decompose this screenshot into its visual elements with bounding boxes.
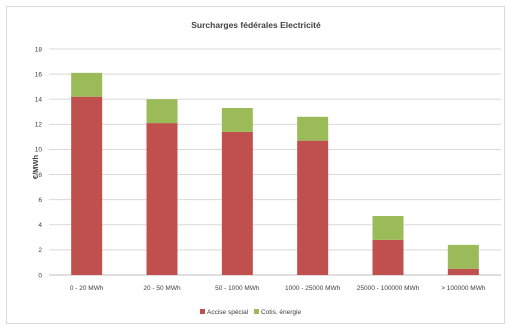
y-tick-label: 0 bbox=[38, 272, 42, 279]
bar-segment bbox=[372, 215, 404, 240]
bar-segment bbox=[372, 239, 404, 275]
y-tick-label: 18 bbox=[35, 46, 43, 53]
y-tick-label: 2 bbox=[38, 247, 42, 254]
y-tick-labels: 0 2 4 6 8 10 12 14 16 18 bbox=[35, 46, 43, 279]
bar-segment bbox=[447, 244, 479, 269]
bar-segment bbox=[221, 131, 253, 275]
y-tick-label: 14 bbox=[35, 97, 43, 104]
legend-swatch bbox=[200, 309, 205, 314]
bar-segment bbox=[71, 72, 103, 97]
y-tick-label: 16 bbox=[35, 71, 43, 78]
bar-segment bbox=[221, 108, 253, 132]
y-tick-label: 12 bbox=[35, 122, 43, 129]
stacked-bar-chart: 0 2 4 6 8 10 12 14 16 18 0 - 20 MWh 20 - 50 MWh 50 … bbox=[31, 20, 501, 316]
legend-swatch bbox=[254, 309, 259, 314]
x-tick-label: 20 - 50 MWh bbox=[143, 285, 181, 292]
gridlines bbox=[49, 48, 501, 276]
y-tick-label: 4 bbox=[38, 222, 42, 229]
x-tick-label: 25000 - 100000 MWh bbox=[357, 285, 420, 292]
legend-label: Cotis. énergie bbox=[261, 309, 301, 316]
chart-frame: 0 2 4 6 8 10 12 14 16 18 0 - 20 MWh 20 - 50 MWh 50 … bbox=[6, 6, 505, 324]
x-tick-label: 1000 - 25000 MWh bbox=[285, 285, 341, 292]
y-axis-label: €/MWh bbox=[31, 155, 40, 180]
x-tick-labels: 0 - 20 MWh 20 - 50 MWh 50 - 1000 MWh 1000 -… bbox=[70, 285, 486, 292]
y-tick-label: 8 bbox=[38, 172, 42, 179]
x-tick-label: > 100000 MWh bbox=[441, 285, 486, 292]
bar-segment bbox=[71, 96, 103, 275]
bar-segment bbox=[146, 99, 178, 124]
y-tick-label: 6 bbox=[38, 197, 42, 204]
y-tick-label: 10 bbox=[35, 147, 43, 154]
x-tick-label: 50 - 1000 MWh bbox=[215, 285, 260, 292]
bars bbox=[71, 72, 479, 275]
legend: Accise spécial Cotis. énergie bbox=[200, 309, 301, 316]
bar-segment bbox=[297, 116, 329, 141]
bar-segment bbox=[447, 268, 479, 275]
bar-segment bbox=[297, 140, 329, 275]
bar-segment bbox=[146, 123, 178, 275]
x-tick-label: 0 - 20 MWh bbox=[70, 285, 104, 292]
legend-label: Accise spécial bbox=[207, 309, 249, 316]
chart-title: Surcharges fédérales Electricité bbox=[191, 20, 321, 30]
